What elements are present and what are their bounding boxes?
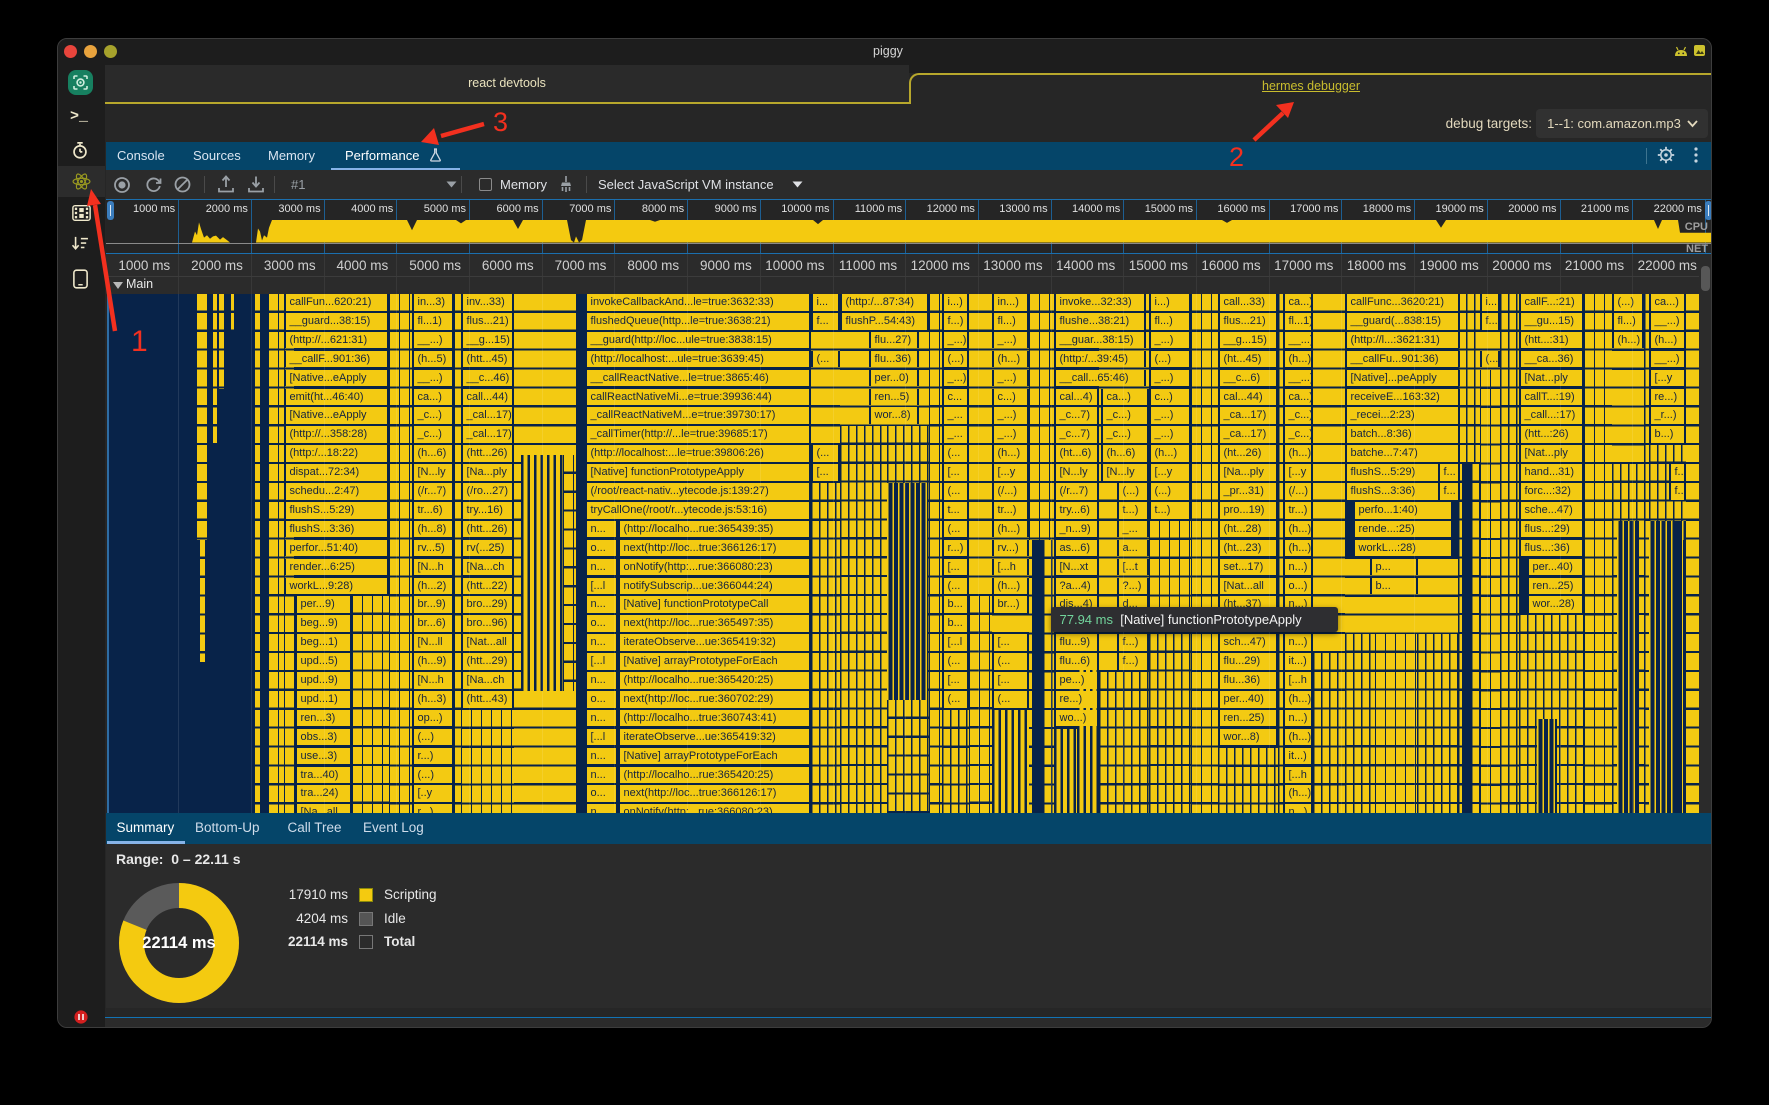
svg-text:2: 2 [1229,142,1244,172]
svg-text:1: 1 [131,325,148,358]
svg-text:3: 3 [493,107,508,137]
